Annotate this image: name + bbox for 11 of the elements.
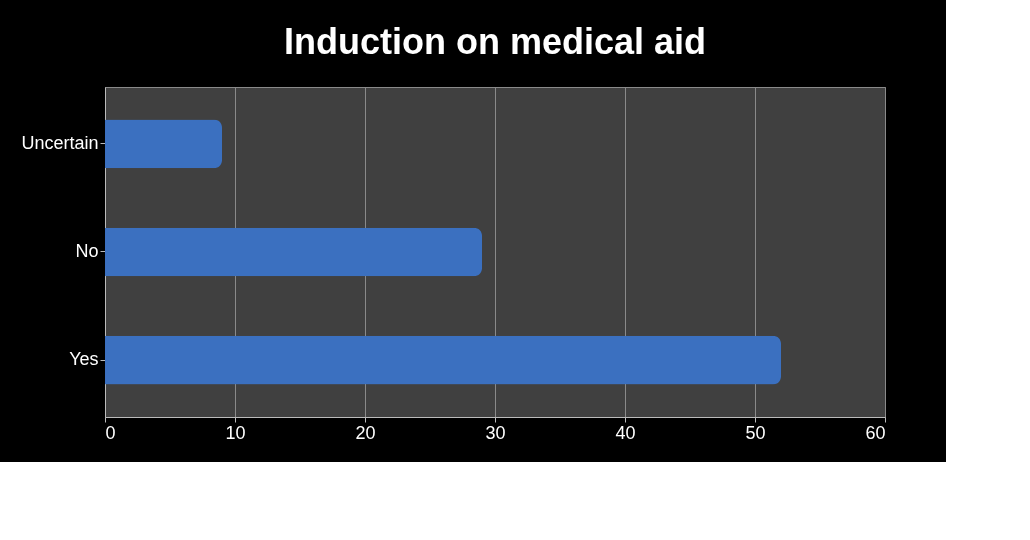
x-tick-label: 40 (615, 422, 636, 443)
y-tick-label: No (75, 241, 99, 261)
x-tick-label: 30 (485, 422, 506, 443)
y-tick-label: Yes (69, 349, 99, 370)
x-tick-label: 20 (355, 422, 376, 443)
chart-title: Induction on medical aid (283, 21, 707, 62)
x-tick-label: 50 (745, 422, 766, 443)
x-tick-label: 10 (225, 422, 246, 443)
x-tick-label: 0 (105, 422, 116, 443)
x-tick-label: 60 (865, 422, 886, 443)
y-tick-label: Uncertain (21, 132, 99, 153)
